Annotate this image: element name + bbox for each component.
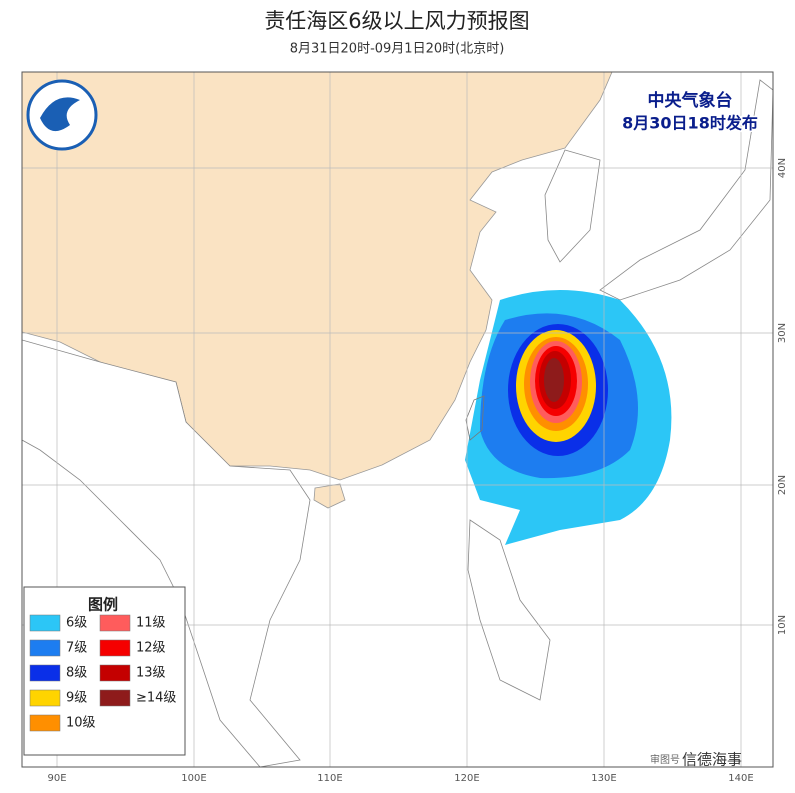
lat-label: 10N bbox=[777, 615, 788, 635]
se-asia bbox=[22, 339, 311, 767]
korea bbox=[544, 149, 601, 263]
legend-label: 10级 bbox=[66, 716, 96, 731]
legend-label: ≥14级 bbox=[136, 691, 176, 706]
lat-label: 20N bbox=[777, 475, 788, 495]
legend-swatch bbox=[29, 664, 61, 682]
legend-label: 13级 bbox=[136, 666, 166, 681]
legend-label: 8级 bbox=[66, 666, 87, 681]
legend-label: 6级 bbox=[66, 616, 87, 631]
lon-label: 140E bbox=[728, 773, 753, 784]
legend: 图例 6级 7级 8级 9级 10级 11级 12级 13级 ≥14级 bbox=[23, 586, 186, 756]
title: 责任海区6级以上风力预报图 bbox=[264, 9, 529, 33]
legend-label: 11级 bbox=[136, 616, 166, 631]
logo bbox=[26, 79, 98, 151]
issuer-name: 中央气象台 bbox=[648, 90, 733, 111]
legend-swatch bbox=[99, 664, 131, 682]
wind-field bbox=[465, 290, 672, 545]
wind-zone bbox=[544, 358, 564, 402]
legend-swatch bbox=[99, 639, 131, 657]
legend-title: 图例 bbox=[88, 596, 118, 614]
legend-swatch bbox=[29, 614, 61, 632]
subtitle: 8月31日20时-09月1日20时(北京时) bbox=[290, 42, 505, 57]
lon-label: 120E bbox=[454, 773, 479, 784]
map-area bbox=[22, 72, 773, 767]
legend-label: 7级 bbox=[66, 641, 87, 656]
watermark: 信德海事 bbox=[682, 751, 742, 769]
legend-swatch bbox=[29, 714, 61, 732]
lat-label: 30N bbox=[777, 323, 788, 343]
legend-swatch bbox=[29, 689, 61, 707]
lon-label: 130E bbox=[591, 773, 616, 784]
map-frame bbox=[21, 71, 774, 768]
lon-label: 100E bbox=[181, 773, 206, 784]
legend-swatch bbox=[99, 614, 131, 632]
issue-time: 8月30日18时发布 bbox=[622, 114, 758, 133]
grid bbox=[22, 72, 773, 767]
lon-label: 110E bbox=[317, 773, 342, 784]
legend-swatch bbox=[99, 689, 131, 707]
legend-swatch bbox=[29, 639, 61, 657]
legend-label: 12级 bbox=[136, 641, 166, 656]
lat-label: 40N bbox=[777, 158, 788, 178]
lon-label: 90E bbox=[47, 773, 66, 784]
credit: 审图号 bbox=[650, 753, 680, 766]
legend-label: 9级 bbox=[66, 691, 87, 706]
philippines bbox=[467, 519, 551, 701]
